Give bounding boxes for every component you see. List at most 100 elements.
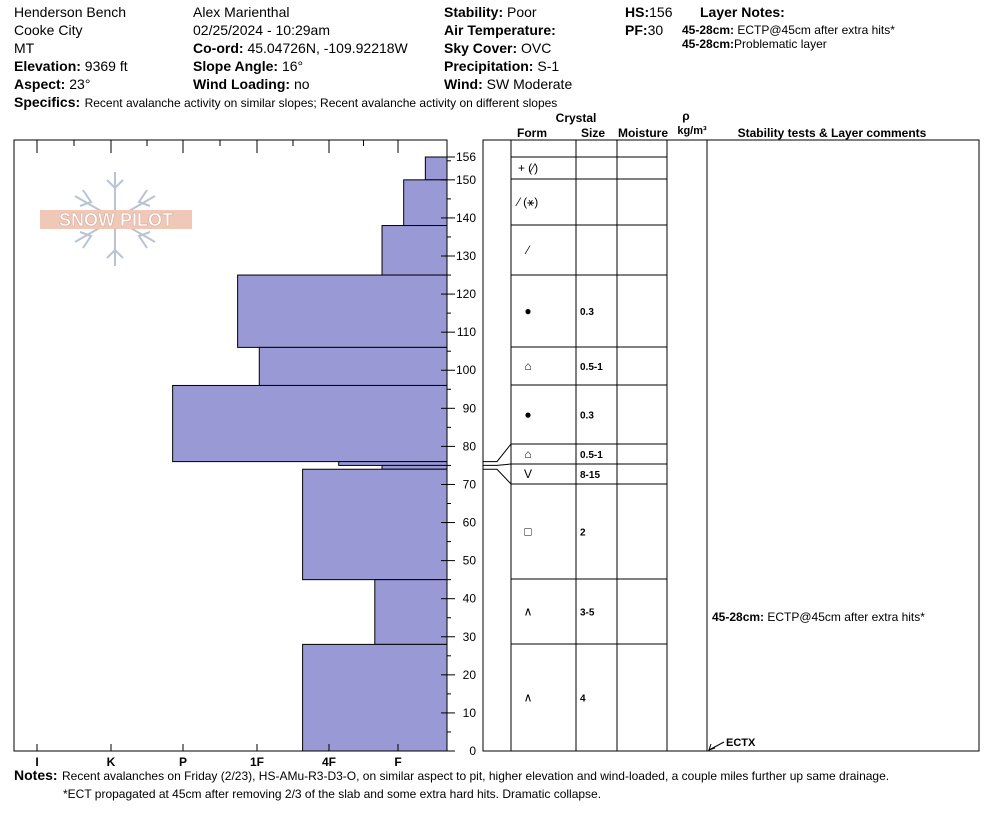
y-tick-label: 20 bbox=[463, 668, 477, 682]
crystal-size-label: 0.5-1 bbox=[580, 450, 603, 461]
stability-comment: 45-28cm: ECTP@45cm after extra hits* bbox=[712, 610, 925, 624]
crystal-form-symbol: ∧ bbox=[524, 691, 533, 705]
coord-label: Co-ord: bbox=[193, 40, 244, 56]
logo-banner bbox=[40, 210, 192, 229]
y-tick-label: 10 bbox=[463, 706, 477, 720]
y-tick-label: 130 bbox=[456, 249, 476, 263]
wind-loading-row: Wind Loading: no bbox=[193, 76, 310, 92]
hardness-bar bbox=[172, 384, 448, 463]
crystal-header: Crystal bbox=[556, 111, 597, 125]
notes-line-1: Recent avalanches on Friday (2/23), HS-A… bbox=[62, 769, 890, 783]
layer-rows: + (⁄) ⁄ (⚹) ⁄ ● 0.3 ⌂ 0.5-1 ● 0.3 ⌂ 0.5-1 V 8-15 □ 2 ∧ 3… bbox=[483, 156, 667, 752]
area-name: Cooke City bbox=[14, 22, 83, 38]
hs-row: HS:156 bbox=[625, 4, 672, 20]
x-tick-label: K bbox=[107, 755, 116, 769]
crystal-form-symbol: ⌂ bbox=[524, 447, 531, 461]
y-tick-label: 150 bbox=[456, 173, 476, 187]
sky-row: Sky Cover: OVC bbox=[444, 40, 551, 56]
layer-note-depth: 45-28cm: bbox=[682, 37, 735, 51]
stability-tests-header: Stability tests & Layer comments bbox=[738, 126, 927, 140]
form-header: Form bbox=[517, 126, 547, 140]
slope-label: Slope Angle: bbox=[193, 58, 279, 74]
observer-name: Alex Marienthal bbox=[193, 4, 290, 20]
specifics-label: Specifics: bbox=[14, 94, 81, 110]
ectx-arrowhead bbox=[708, 743, 716, 751]
layer-connector bbox=[483, 468, 512, 485]
layer-connector bbox=[483, 463, 512, 466]
wind-loading-value: no bbox=[293, 76, 310, 92]
stability-row: Stability: Poor bbox=[444, 4, 537, 20]
crystal-size-label: 4 bbox=[580, 694, 586, 705]
size-header: Size bbox=[581, 126, 605, 140]
crystal-form-symbol: ⌂ bbox=[524, 359, 531, 373]
crystal-form-symbol: + (⁄) bbox=[518, 161, 538, 175]
elevation-label: Elevation: bbox=[14, 58, 81, 74]
density-unit: kg/m³ bbox=[677, 125, 707, 137]
slope-value: 16° bbox=[281, 58, 304, 74]
stability-comment-text: ECTP@45cm after extra hits* bbox=[767, 610, 925, 624]
crystal-form-symbol: V bbox=[524, 467, 532, 481]
crystal-size-label: 3-5 bbox=[580, 608, 595, 619]
notes-line-2: *ECT propagated at 45cm after removing 2… bbox=[63, 787, 602, 801]
hardness-bar bbox=[403, 179, 448, 227]
layer-note: 45-28cm:Problematic layer bbox=[682, 37, 827, 51]
hardness-bar bbox=[374, 579, 448, 645]
sky-label: Sky Cover: bbox=[444, 40, 518, 56]
hardness-bar bbox=[424, 156, 448, 181]
aspect-row: Aspect: 23° bbox=[14, 76, 90, 92]
hardness-bar bbox=[258, 346, 448, 386]
precip-label: Precipitation: bbox=[444, 58, 534, 74]
hs-label: HS: bbox=[625, 4, 650, 20]
crystal-size-label: 8-15 bbox=[580, 470, 600, 481]
crystal-form-symbol: ⁄ (⚹) bbox=[515, 195, 539, 209]
moisture-header: Moisture bbox=[618, 126, 668, 140]
location-name: Henderson Bench bbox=[14, 4, 127, 20]
slope-row: Slope Angle: 16° bbox=[193, 58, 303, 74]
hardness-bar bbox=[302, 643, 448, 752]
elevation-row: Elevation: 9369 ft bbox=[14, 58, 128, 74]
coord-row: Co-ord: 45.04726N, -109.92218W bbox=[193, 40, 408, 56]
hardness-bars bbox=[172, 156, 448, 752]
x-tick-label: P bbox=[179, 755, 187, 769]
y-tick-label: 140 bbox=[456, 211, 476, 225]
logo-text: SNOW PILOT bbox=[59, 210, 173, 230]
layer-note: 45-28cm: ECTP@45cm after extra hits* bbox=[682, 23, 895, 37]
pf-row: PF:30 bbox=[625, 22, 663, 38]
crystal-form-symbol: ⁄ bbox=[524, 243, 531, 257]
layer-note-depth: 45-28cm: bbox=[682, 23, 735, 37]
hardness-bar bbox=[338, 461, 448, 466]
aspect-label: Aspect: bbox=[14, 76, 66, 92]
crystal-size-label: 0.5-1 bbox=[580, 362, 603, 373]
stability-comments: 45-28cm: ECTP@45cm after extra hits* ECTX bbox=[708, 610, 925, 751]
y-tick-label: 30 bbox=[463, 630, 477, 644]
wind-value: SW Moderate bbox=[486, 76, 573, 92]
x-tick-label: I bbox=[35, 755, 38, 769]
wind-row: Wind: SW Moderate bbox=[444, 76, 572, 92]
y-tick-label: 80 bbox=[463, 439, 477, 453]
wind-loading-label: Wind Loading: bbox=[193, 76, 291, 92]
hardness-bar bbox=[381, 225, 448, 276]
sky-value: OVC bbox=[521, 40, 552, 56]
density-symbol: ρ bbox=[682, 109, 689, 123]
y-tick-label: 100 bbox=[456, 363, 476, 377]
observation-datetime: 02/25/2024 - 10:29am bbox=[193, 22, 330, 38]
pf-label: PF: bbox=[625, 22, 648, 38]
precip-row: Precipitation: S-1 bbox=[444, 58, 559, 74]
y-tick-label: 70 bbox=[463, 477, 477, 491]
depth-axis: 0 10 20 30 40 50 60 70 80 90 100 110 120 130 140 150 156 bbox=[441, 150, 476, 758]
y-tick-label: 90 bbox=[463, 401, 477, 415]
x-tick-label: 4F bbox=[322, 755, 336, 769]
crystal-form-symbol: □ bbox=[524, 525, 531, 539]
hardness-plot-frame bbox=[13, 139, 448, 752]
wind-label: Wind: bbox=[444, 76, 483, 92]
notes-row: Notes: Recent avalanches on Friday (2/23… bbox=[14, 767, 889, 785]
pf-value: 30 bbox=[647, 22, 664, 38]
layer-notes-label: Layer Notes: bbox=[700, 4, 785, 20]
specifics-text: Recent avalanche activity on similar slo… bbox=[84, 96, 558, 110]
crystal-form-symbol: ● bbox=[524, 408, 531, 422]
specifics-row: Specifics: Recent avalanche activity on … bbox=[14, 94, 557, 112]
y-tick-label: 120 bbox=[456, 287, 476, 301]
y-tick-label: 0 bbox=[469, 744, 476, 758]
y-tick-label: 110 bbox=[457, 325, 476, 339]
